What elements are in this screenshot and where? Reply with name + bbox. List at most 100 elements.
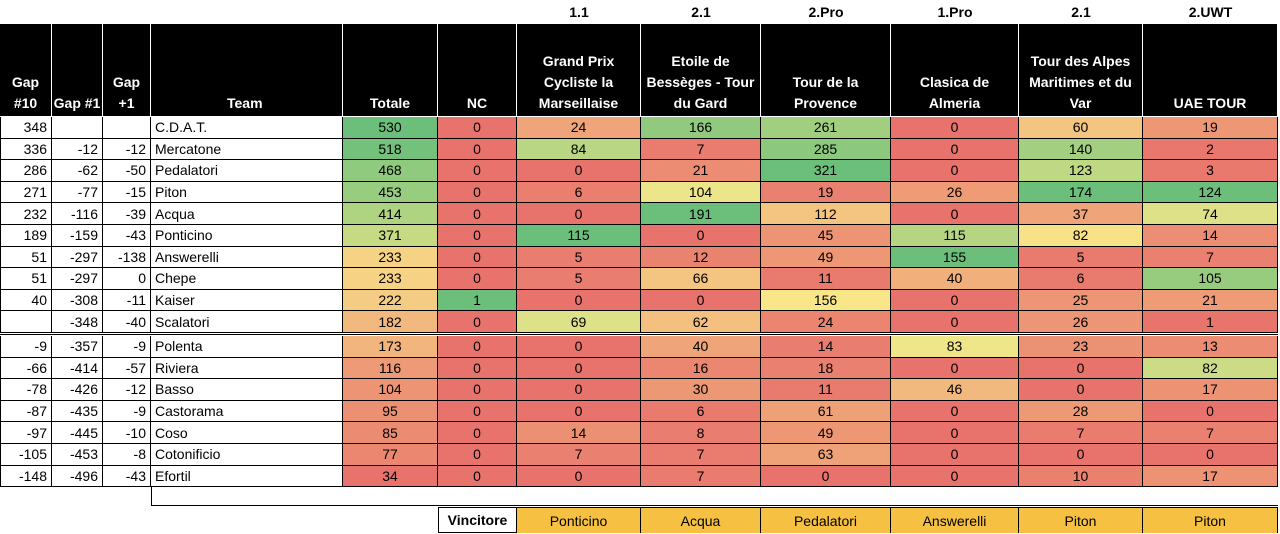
race-points-cell[interactable]: 0 [517, 465, 641, 488]
gap-plus1-cell[interactable]: -57 [103, 357, 151, 380]
race-points-cell[interactable]: 261 [761, 117, 891, 139]
team-name-cell[interactable]: Riviera [151, 357, 343, 380]
race-points-cell[interactable]: 13 [1143, 336, 1278, 358]
race-points-cell[interactable]: 66 [641, 268, 761, 290]
race-points-cell[interactable]: 6 [641, 400, 761, 423]
race-points-cell[interactable]: 82 [1019, 225, 1143, 247]
nc-cell[interactable]: 0 [438, 246, 517, 269]
race-points-cell[interactable]: 104 [641, 181, 761, 204]
race-points-cell[interactable]: 26 [891, 181, 1019, 204]
gap1-cell[interactable]: -348 [52, 311, 103, 333]
race-points-cell[interactable]: 14 [517, 422, 641, 444]
gap10-cell[interactable]: -148 [0, 465, 52, 488]
race-points-cell[interactable]: 0 [1019, 444, 1143, 466]
gap1-cell[interactable]: -12 [52, 138, 103, 161]
race-points-cell[interactable]: 10 [1019, 465, 1143, 488]
race-points-cell[interactable]: 0 [641, 289, 761, 312]
gap10-cell[interactable]: 40 [0, 289, 52, 312]
race-points-cell[interactable]: 5 [1019, 246, 1143, 269]
nc-cell[interactable]: 1 [438, 289, 517, 312]
race-points-cell[interactable]: 7 [641, 465, 761, 488]
nc-cell[interactable]: 0 [438, 465, 517, 488]
team-name-cell[interactable]: Kaiser [151, 289, 343, 312]
gap-plus1-cell[interactable]: -10 [103, 422, 151, 444]
race-points-cell[interactable]: 0 [517, 400, 641, 423]
totale-cell[interactable]: 85 [343, 422, 438, 444]
totale-cell[interactable]: 371 [343, 225, 438, 247]
gap-plus1-cell[interactable]: -8 [103, 444, 151, 466]
race-points-cell[interactable]: 0 [891, 289, 1019, 312]
gap1-cell[interactable]: -496 [52, 465, 103, 488]
totale-cell[interactable]: 530 [343, 117, 438, 139]
gap1-cell[interactable]: -297 [52, 268, 103, 290]
race-points-cell[interactable]: 14 [761, 336, 891, 358]
race-points-cell[interactable]: 23 [1019, 336, 1143, 358]
team-name-cell[interactable]: Scalatori [151, 311, 343, 333]
nc-cell[interactable]: 0 [438, 400, 517, 423]
race-points-cell[interactable]: 124 [1143, 181, 1278, 204]
team-name-cell[interactable]: C.D.A.T. [151, 117, 343, 139]
race-points-cell[interactable]: 7 [1143, 422, 1278, 444]
race-points-cell[interactable]: 28 [1019, 400, 1143, 423]
race-points-cell[interactable]: 0 [891, 203, 1019, 225]
race-points-cell[interactable]: 0 [891, 357, 1019, 380]
race-points-cell[interactable]: 0 [891, 465, 1019, 488]
race-points-cell[interactable]: 21 [1143, 289, 1278, 312]
nc-cell[interactable]: 0 [438, 379, 517, 401]
race-points-cell[interactable]: 24 [517, 117, 641, 139]
race-points-cell[interactable]: 166 [641, 117, 761, 139]
team-name-cell[interactable]: Answerelli [151, 246, 343, 269]
nc-cell[interactable]: 0 [438, 311, 517, 333]
gap10-cell[interactable]: 51 [0, 268, 52, 290]
race-points-cell[interactable]: 0 [891, 138, 1019, 161]
nc-cell[interactable]: 0 [438, 203, 517, 225]
nc-cell[interactable]: 0 [438, 225, 517, 247]
race-points-cell[interactable]: 16 [641, 357, 761, 380]
nc-cell[interactable]: 0 [438, 336, 517, 358]
race-points-cell[interactable]: 0 [1019, 357, 1143, 380]
gap10-cell[interactable]: 51 [0, 246, 52, 269]
race-points-cell[interactable]: 6 [1019, 268, 1143, 290]
team-name-cell[interactable]: Basso [151, 379, 343, 401]
nc-cell[interactable]: 0 [438, 117, 517, 139]
gap-plus1-cell[interactable]: -12 [103, 138, 151, 161]
gap10-cell[interactable] [0, 311, 52, 333]
gap1-cell[interactable] [52, 117, 103, 139]
race-points-cell[interactable]: 0 [517, 379, 641, 401]
race-points-cell[interactable]: 40 [641, 336, 761, 358]
race-points-cell[interactable]: 5 [517, 268, 641, 290]
team-name-cell[interactable]: Castorama [151, 400, 343, 423]
race-points-cell[interactable]: 0 [891, 160, 1019, 182]
gap-plus1-cell[interactable]: -9 [103, 400, 151, 423]
race-points-cell[interactable]: 40 [891, 268, 1019, 290]
race-points-cell[interactable]: 7 [641, 444, 761, 466]
totale-cell[interactable]: 77 [343, 444, 438, 466]
race-points-cell[interactable]: 156 [761, 289, 891, 312]
gap-plus1-cell[interactable]: -138 [103, 246, 151, 269]
race-points-cell[interactable]: 18 [761, 357, 891, 380]
nc-cell[interactable]: 0 [438, 181, 517, 204]
race-points-cell[interactable]: 0 [517, 357, 641, 380]
totale-cell[interactable]: 222 [343, 289, 438, 312]
race-points-cell[interactable]: 11 [761, 379, 891, 401]
race-points-cell[interactable]: 84 [517, 138, 641, 161]
race-points-cell[interactable]: 49 [761, 246, 891, 269]
race-points-cell[interactable]: 0 [891, 400, 1019, 423]
totale-cell[interactable]: 468 [343, 160, 438, 182]
gap-plus1-cell[interactable] [103, 117, 151, 139]
race-points-cell[interactable]: 0 [891, 117, 1019, 139]
gap-plus1-cell[interactable]: -9 [103, 336, 151, 358]
team-name-cell[interactable]: Ponticino [151, 225, 343, 247]
race-points-cell[interactable]: 5 [517, 246, 641, 269]
team-name-cell[interactable]: Acqua [151, 203, 343, 225]
race-points-cell[interactable]: 63 [761, 444, 891, 466]
totale-cell[interactable]: 414 [343, 203, 438, 225]
race-points-cell[interactable]: 37 [1019, 203, 1143, 225]
race-points-cell[interactable]: 61 [761, 400, 891, 423]
gap10-cell[interactable]: 271 [0, 181, 52, 204]
race-points-cell[interactable]: 321 [761, 160, 891, 182]
race-points-cell[interactable]: 6 [517, 181, 641, 204]
race-points-cell[interactable]: 7 [517, 444, 641, 466]
race-points-cell[interactable]: 8 [641, 422, 761, 444]
race-points-cell[interactable]: 46 [891, 379, 1019, 401]
